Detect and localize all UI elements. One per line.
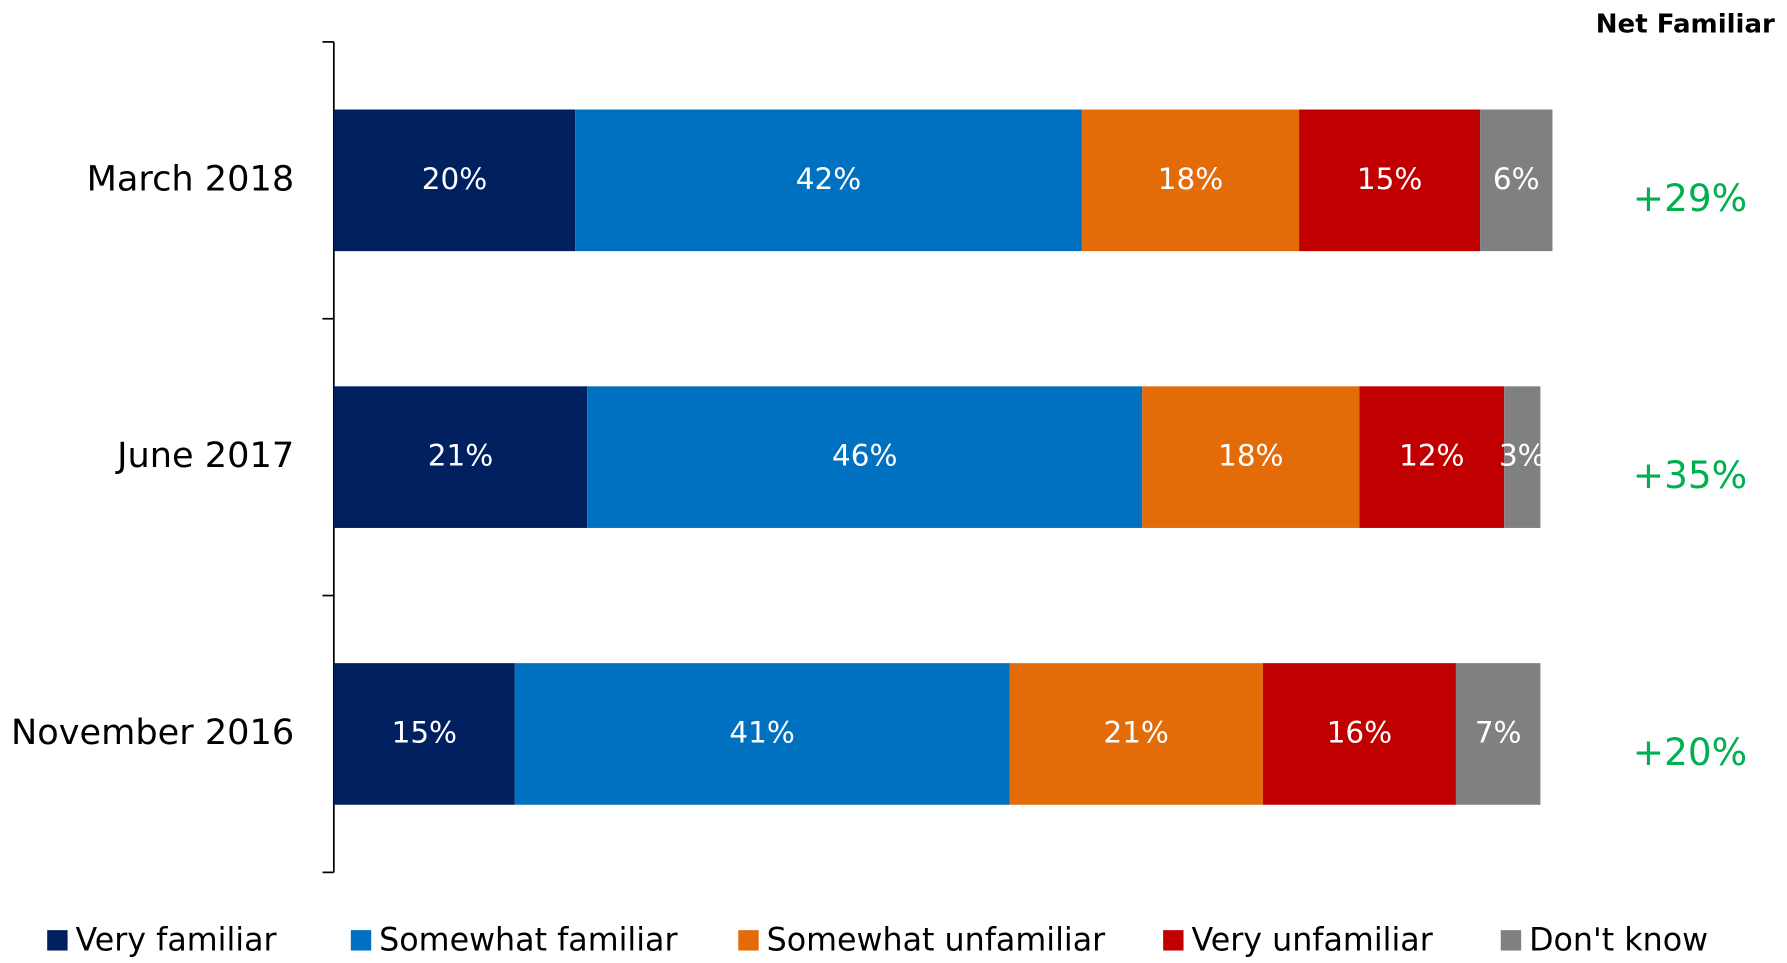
bar-segment xyxy=(1142,386,1360,528)
data-label: 6% xyxy=(1493,162,1540,196)
data-label: 42% xyxy=(796,162,861,196)
data-label: 18% xyxy=(1158,162,1223,196)
bar-segment xyxy=(333,663,515,805)
bar-segment xyxy=(1504,386,1541,528)
bar-segment xyxy=(1081,109,1300,252)
legend-label: Very unfamiliar xyxy=(1191,922,1433,958)
net-value: +35% xyxy=(1633,453,1747,497)
bar-segment xyxy=(1359,386,1505,528)
data-label: 46% xyxy=(832,439,897,473)
bar-segment xyxy=(1455,663,1541,805)
bar-segment xyxy=(333,386,588,528)
category-label: March 2018 xyxy=(87,158,295,199)
category-label: November 2016 xyxy=(11,712,294,753)
bar-segment xyxy=(1480,109,1553,252)
data-label: 3% xyxy=(1499,439,1546,473)
legend-swatch xyxy=(350,930,372,951)
legend-label: Somewhat unfamiliar xyxy=(767,922,1107,958)
data-label: 15% xyxy=(392,715,457,749)
data-label: 21% xyxy=(428,439,493,473)
data-label: 18% xyxy=(1218,439,1283,473)
data-label: 21% xyxy=(1103,715,1168,749)
bar-segment xyxy=(575,109,1082,252)
net-value: +29% xyxy=(1633,176,1747,220)
bar-segment xyxy=(1009,663,1263,805)
data-label: 41% xyxy=(729,715,794,749)
legend-label: Somewhat familiar xyxy=(379,922,678,958)
legend-swatch xyxy=(47,930,68,951)
net-title: Net Familiar xyxy=(1596,9,1775,39)
data-label: 15% xyxy=(1357,162,1422,196)
data-label: 12% xyxy=(1399,439,1464,473)
bar-segment xyxy=(514,663,1010,805)
legend-label: Very familiar xyxy=(76,922,278,958)
net-value: +20% xyxy=(1633,730,1747,774)
data-label: 16% xyxy=(1327,715,1392,749)
bar-segment xyxy=(1299,109,1481,252)
legend-label: Don't know xyxy=(1529,922,1708,958)
legend-swatch xyxy=(1500,930,1522,951)
legend-swatch xyxy=(1163,930,1184,951)
bar-segment xyxy=(587,386,1143,528)
data-label: 20% xyxy=(422,162,487,196)
data-label: 7% xyxy=(1475,715,1522,749)
bar-segment xyxy=(1262,663,1456,805)
legend-swatch xyxy=(738,930,759,951)
bar-segment xyxy=(333,109,576,252)
category-label: June 2017 xyxy=(115,435,294,476)
